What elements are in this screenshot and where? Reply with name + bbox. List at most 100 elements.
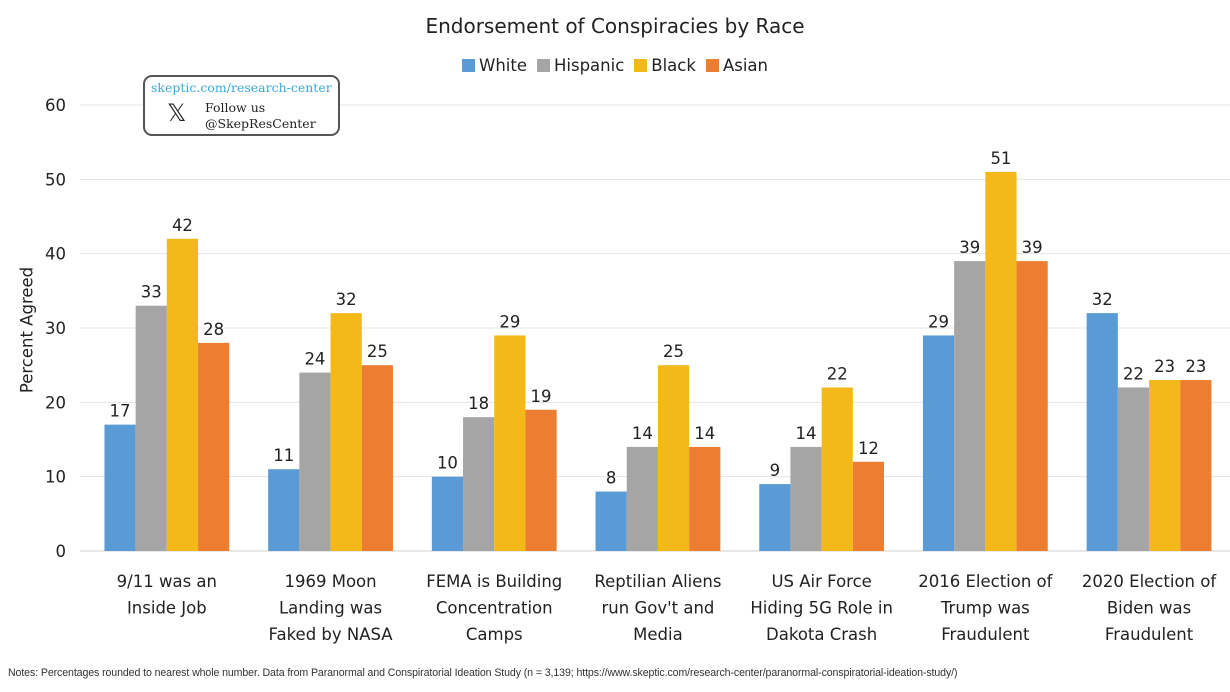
x-tick-label: Fraudulent — [1105, 625, 1194, 644]
x-tick-label: Fraudulent — [941, 625, 1030, 644]
data-label: 42 — [172, 216, 193, 235]
bar-asian — [361, 365, 393, 551]
bar-white — [759, 484, 791, 551]
data-label: 51 — [990, 149, 1011, 168]
data-label: 22 — [1123, 364, 1144, 383]
twitter-handle: @SkepResCenter — [205, 116, 316, 131]
x-tick-label: 9/11 was an — [117, 572, 217, 591]
bar-hispanic — [299, 372, 331, 551]
data-label: 39 — [959, 238, 980, 257]
data-label: 29 — [499, 312, 520, 331]
data-label: 25 — [367, 342, 388, 361]
bar-black — [330, 313, 362, 551]
x-tick-label: US Air Force — [771, 572, 871, 591]
bar-hispanic — [135, 305, 167, 551]
follow-us-label: Follow us — [205, 100, 266, 115]
bar-black — [1149, 380, 1181, 551]
data-label: 32 — [336, 290, 357, 309]
x-tick-label: Media — [633, 625, 683, 644]
bar-hispanic — [626, 446, 658, 551]
legend-swatch — [536, 59, 550, 72]
bar-asian — [689, 446, 721, 551]
data-label: 23 — [1154, 357, 1175, 376]
data-label: 25 — [663, 342, 684, 361]
data-label: 14 — [796, 424, 817, 443]
legend: White Hispanic Black Asian — [0, 56, 1230, 75]
y-tick-label: 50 — [45, 170, 66, 189]
legend-item-black: Black — [634, 56, 696, 75]
bar-black — [821, 387, 853, 551]
bar-hispanic — [1117, 387, 1150, 551]
data-label: 18 — [468, 394, 489, 413]
skeptic-logo-box: skeptic.com/research-center 𝕏 Follow us … — [143, 75, 340, 136]
bar-asian — [198, 342, 230, 551]
bar-asian — [1180, 380, 1212, 551]
y-tick-label: 20 — [45, 393, 66, 412]
bar-hispanic — [790, 446, 822, 551]
data-label: 8 — [606, 469, 617, 488]
data-label: 32 — [1092, 290, 1113, 309]
x-tick-label: run Gov't and — [602, 599, 715, 618]
chart-notes: Notes: Percentages rounded to nearest wh… — [8, 667, 958, 679]
bar-black — [166, 238, 199, 552]
data-label: 17 — [110, 402, 131, 421]
bar-white — [431, 476, 464, 551]
data-label: 10 — [437, 454, 458, 473]
legend-item-hispanic: Hispanic — [536, 56, 625, 75]
chart-title: Endorsement of Conspiracies by Race — [425, 14, 805, 38]
bar-white — [1086, 313, 1118, 551]
bar-asian — [525, 409, 557, 551]
data-label: 24 — [304, 350, 325, 369]
y-tick-label: 0 — [56, 542, 67, 561]
bar-asian — [1016, 261, 1048, 551]
x-tick-label: Landing was — [279, 599, 382, 618]
legend-item-asian: Asian — [705, 56, 768, 75]
y-tick-label: 60 — [45, 96, 66, 115]
x-tick-label: Hiding 5G Role in — [750, 599, 893, 618]
bar-asian — [852, 461, 885, 551]
bar-black — [494, 335, 526, 551]
y-tick-label: 40 — [45, 245, 66, 264]
legend-label: Black — [651, 56, 696, 75]
data-label: 39 — [1022, 238, 1043, 257]
logo-follow-text: Follow us @SkepResCenter — [205, 100, 316, 132]
legend-swatch — [634, 59, 648, 72]
data-label: 23 — [1185, 357, 1206, 376]
data-label: 28 — [203, 320, 224, 339]
bar-white — [595, 491, 627, 551]
data-label: 19 — [531, 387, 552, 406]
x-tick-label: Biden was — [1107, 599, 1191, 618]
legend-label: Hispanic — [553, 56, 625, 75]
legend-swatch — [705, 59, 719, 72]
legend-label: White — [479, 56, 527, 75]
legend-item-white: White — [462, 56, 527, 75]
y-tick-label: 10 — [45, 468, 66, 487]
data-label: 12 — [858, 439, 879, 458]
legend-label: Asian — [722, 56, 768, 75]
x-tick-label: FEMA is Building — [426, 572, 562, 591]
logo-url: skeptic.com/research-center — [151, 80, 332, 95]
x-tick-label: Concentration — [436, 599, 553, 618]
x-tick-label: Reptilian Aliens — [594, 572, 721, 591]
y-tick-label: 30 — [45, 319, 66, 338]
data-label: 29 — [928, 312, 949, 331]
bar-black — [985, 171, 1017, 551]
data-label: 33 — [141, 283, 162, 302]
x-logo-icon: 𝕏 — [167, 99, 187, 127]
x-tick-label: 2020 Election of — [1082, 572, 1217, 591]
bar-white — [268, 469, 300, 551]
x-tick-label: 2016 Election of — [918, 572, 1053, 591]
data-label: 14 — [694, 424, 715, 443]
bar-hispanic — [954, 261, 986, 551]
bar-white — [922, 335, 955, 551]
x-tick-label: 1969 Moon — [284, 572, 376, 591]
bar-white — [104, 424, 136, 551]
x-tick-label: Dakota Crash — [766, 625, 877, 644]
data-label: 22 — [827, 364, 848, 383]
data-label: 11 — [273, 446, 294, 465]
y-axis-label: Percent Agreed — [17, 266, 37, 394]
legend-swatch — [462, 59, 475, 72]
data-label: 9 — [770, 461, 781, 480]
x-tick-label: Faked by NASA — [268, 625, 393, 644]
